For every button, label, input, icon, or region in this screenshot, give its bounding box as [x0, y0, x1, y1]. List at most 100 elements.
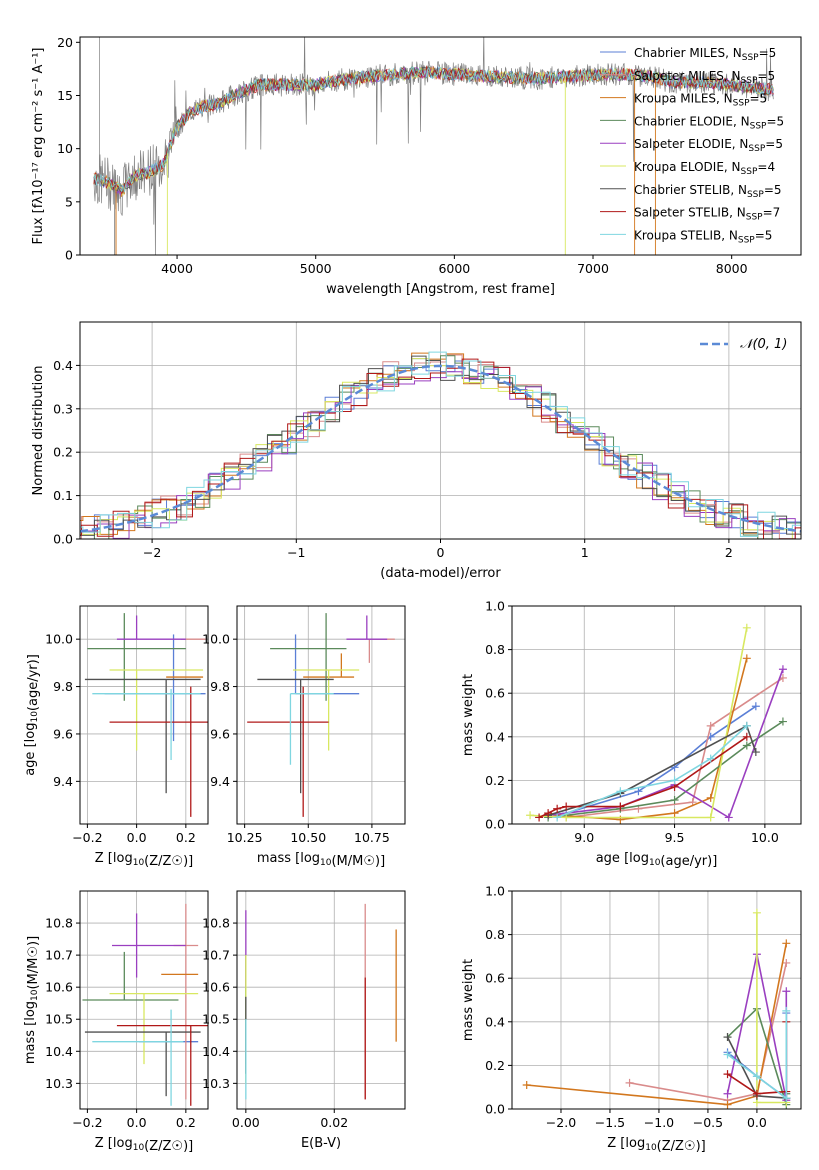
spectrum-plot-area — [93, 37, 774, 255]
y-tick-label: 0.4 — [485, 1014, 505, 1029]
weight-marker — [670, 776, 679, 785]
mass-vs-Z-plot-area — [80, 891, 208, 1109]
y-tick-label: 1.0 — [485, 884, 505, 899]
weight-vs-age-panel: age [log10(age/yr)] mass weight — [461, 605, 802, 869]
weight-marker — [616, 802, 625, 811]
legend-label: Chabrier MILES, NSSP=5 — [634, 46, 776, 63]
weight-marker — [544, 809, 553, 818]
spectrum-panel: Chabrier MILES, NSSP=5 Salpeter MILES, NS… — [31, 36, 802, 297]
weight-marker — [782, 939, 791, 948]
weight-marker — [723, 1100, 732, 1109]
legend-label: Salpeter ELODIE, NSSP=5 — [634, 137, 783, 154]
x-tick-label: 8000 — [716, 261, 748, 276]
legend-label: Kroupa STELIB, NSSP=5 — [634, 228, 772, 245]
y-tick-label: 0 — [65, 248, 73, 263]
y-tick-label: 10.7 — [202, 948, 230, 963]
y-tick-label: 10.6 — [202, 980, 230, 995]
weight-series-line — [526, 943, 788, 1106]
y-tick-label: 0.6 — [485, 686, 505, 701]
weight-marker — [723, 1089, 732, 1098]
x-axis-label: Z [log10(Z/Z☉)] — [607, 1136, 705, 1154]
y-tick-label: 10.3 — [45, 1076, 73, 1091]
y-tick-label: 10.3 — [202, 1076, 230, 1091]
weight-marker — [562, 813, 571, 822]
residuals-panel: 𝒩(0, 1) (data-model)/error Normed distribu… — [31, 321, 802, 581]
x-tick-label: 9.0 — [574, 830, 594, 845]
x-tick-label: 6000 — [438, 261, 470, 276]
y-tick-label: 10.5 — [45, 1012, 73, 1027]
y-tick-label: 9.8 — [210, 679, 230, 694]
y-tick-label: 0.8 — [485, 642, 505, 657]
x-tick-label: 5000 — [300, 261, 332, 276]
y-tick-label: 0.2 — [53, 445, 73, 460]
x-tick-label: 10.75 — [354, 830, 390, 845]
y-axis-label: age [log10(age/yr)] — [23, 654, 41, 776]
x-tick-label: 2 — [725, 545, 733, 560]
y-axis-label: mass weight — [461, 674, 476, 756]
y-tick-label: 0.3 — [53, 401, 73, 416]
weight-marker — [706, 793, 715, 802]
weight-marker — [616, 787, 625, 796]
weight-vs-Z-frame — [511, 890, 802, 1110]
age-vs-Z-plot-area — [80, 606, 208, 824]
weight-marker — [562, 802, 571, 811]
x-tick-label: 0.02 — [320, 1115, 348, 1130]
y-tick-label: 10.6 — [45, 980, 73, 995]
weight-marker — [724, 813, 733, 822]
y-tick-label: 10.8 — [202, 916, 230, 931]
mass-vs-Z-panel: Z [log10(Z/Z☉)] mass [log10(M/M☉)] — [23, 890, 209, 1154]
y-tick-label: 0.0 — [485, 1102, 505, 1117]
residuals-plot-area — [80, 322, 801, 539]
y-axis-label: Flux [fλ10⁻¹⁷ erg cm⁻² s⁻¹ A⁻¹] — [31, 48, 46, 245]
weight-marker — [706, 721, 715, 730]
x-tick-label: 0.0 — [747, 1115, 767, 1130]
x-tick-label: 10.50 — [290, 830, 326, 845]
weight-marker — [751, 748, 760, 757]
x-tick-label: −1.0 — [644, 1115, 674, 1130]
weight-marker — [526, 811, 535, 820]
y-tick-label: 9.6 — [53, 726, 73, 741]
x-axis-label: Z [log10(Z/Z☉)] — [95, 851, 193, 869]
x-tick-label: 0.0 — [127, 830, 147, 845]
y-tick-label: 0.2 — [485, 1058, 505, 1073]
legend-label: Chabrier STELIB, NSSP=5 — [634, 183, 782, 200]
mass-vs-Z-frame — [79, 890, 209, 1110]
x-tick-label: −2 — [143, 545, 161, 560]
age-vs-Z-panel: Z [log10(Z/Z☉)] age [log10(age/yr)] — [23, 605, 209, 869]
x-tick-label: 0 — [437, 545, 445, 560]
weight-marker — [778, 717, 787, 726]
y-tick-label: 0.0 — [53, 532, 73, 547]
x-tick-label: 0.00 — [232, 1115, 260, 1130]
y-tick-label: 9.4 — [210, 774, 230, 789]
y-axis-label: Normed distribution — [31, 366, 46, 496]
x-tick-label: −0.2 — [72, 830, 102, 845]
weight-marker — [553, 804, 562, 813]
y-tick-label: 10.4 — [202, 1044, 230, 1059]
x-tick-label: −1.5 — [595, 1115, 625, 1130]
y-tick-label: 10.5 — [202, 1012, 230, 1027]
x-tick-label: 10.25 — [227, 830, 263, 845]
y-tick-label: 0.2 — [485, 773, 505, 788]
weight-marker — [706, 754, 715, 763]
x-tick-label: −2.0 — [546, 1115, 576, 1130]
x-tick-label: 10.0 — [751, 830, 779, 845]
x-axis-label: (data-model)/error — [380, 566, 501, 581]
normal-curve — [80, 364, 801, 533]
weight-marker — [782, 958, 791, 967]
weight-marker — [742, 732, 751, 741]
spectrum-model-line — [93, 65, 774, 195]
weight-marker — [723, 1033, 732, 1042]
legend-label: Salpeter STELIB, NSSP=7 — [634, 206, 780, 223]
spectrum-frame — [79, 36, 802, 256]
age-vs-mass-plot-area — [237, 606, 405, 824]
y-axis-label: mass [log10(M/M☉)] — [23, 936, 41, 1064]
y-tick-label: 10.0 — [45, 632, 73, 647]
weight-marker — [778, 665, 787, 674]
x-axis-label: age [log10(age/yr)] — [596, 851, 718, 869]
x-tick-label: 9.5 — [665, 830, 685, 845]
x-tick-label: 1 — [581, 545, 589, 560]
legend-label: Chabrier ELODIE, NSSP=5 — [634, 114, 784, 131]
residual-histogram — [80, 351, 801, 537]
x-tick-label: −1 — [287, 545, 305, 560]
